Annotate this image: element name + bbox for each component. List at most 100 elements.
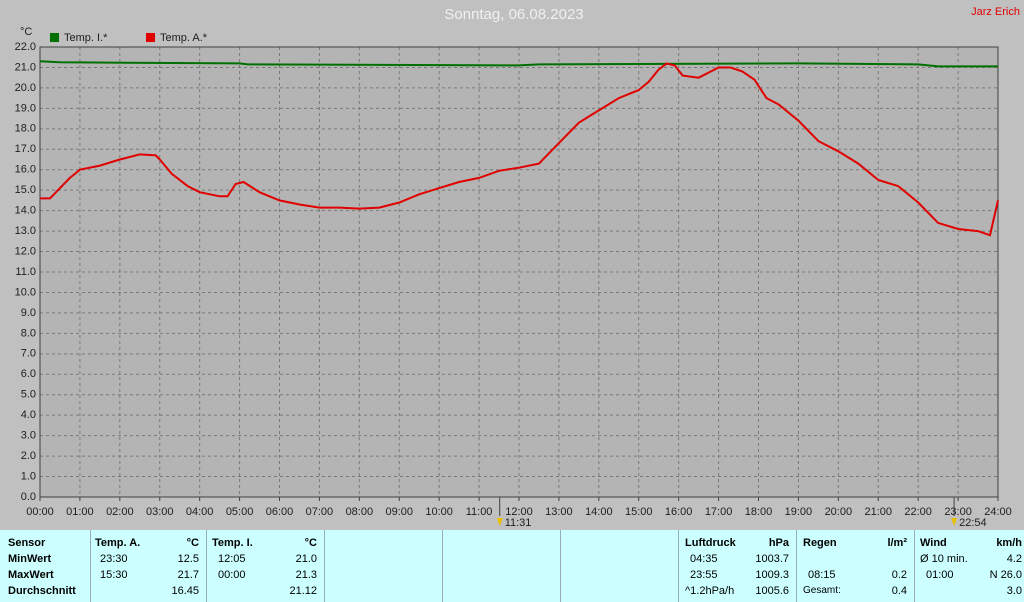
cell: Temp. I. xyxy=(212,537,253,549)
x-tick-label: 24:00 xyxy=(984,506,1012,518)
y-tick-label: 22.0 xyxy=(15,41,36,53)
divider xyxy=(324,530,325,602)
cell: 16.45 xyxy=(171,585,199,597)
x-tick-label: 03:00 xyxy=(146,506,174,518)
y-tick-label: 5.0 xyxy=(21,389,36,401)
cell: 21.12 xyxy=(289,585,317,597)
cell: 1005.6 xyxy=(755,585,789,597)
marker-label: 22:54 xyxy=(959,517,987,529)
cell: 4.2 xyxy=(1006,553,1022,565)
cell: 23:55 xyxy=(690,569,718,581)
x-tick-label: 19:00 xyxy=(785,506,813,518)
y-tick-label: 11.0 xyxy=(15,266,36,278)
y-tick-label: 12.0 xyxy=(15,245,36,257)
y-tick-label: 20.0 xyxy=(15,82,36,94)
x-tick-label: 16:00 xyxy=(665,506,693,518)
legend-swatch xyxy=(146,33,155,42)
cell: Gesamt: xyxy=(803,585,841,596)
y-tick-label: 1.0 xyxy=(21,470,36,482)
cell: 23:30 xyxy=(100,553,128,565)
sun-marker xyxy=(496,518,503,526)
x-tick-label: 09:00 xyxy=(385,506,413,518)
x-tick-label: 11:00 xyxy=(466,506,493,518)
author: Jarz Erich xyxy=(971,6,1020,18)
sun-marker xyxy=(951,518,958,526)
x-tick-label: 15:00 xyxy=(625,506,653,518)
cell: 0.4 xyxy=(891,585,907,597)
x-tick-label: 08:00 xyxy=(346,506,374,518)
y-tick-label: 21.0 xyxy=(15,61,36,73)
y-tick-label: 16.0 xyxy=(15,164,36,176)
chart: Sonntag, 06.08.2023 Jarz Erich °C 0.0 1.0… xyxy=(15,6,1020,529)
legend-label: Temp. I.* xyxy=(64,32,108,44)
x-tick-label: 17:00 xyxy=(705,506,733,518)
x-tick-label: 13:00 xyxy=(545,506,573,518)
x-tick-label: 04:00 xyxy=(186,506,214,518)
x-tick-label: 00:00 xyxy=(26,506,54,518)
y-tick-label: 7.0 xyxy=(21,348,36,360)
cell: Regen xyxy=(803,537,837,549)
cell: Temp. A. xyxy=(95,537,141,549)
divider xyxy=(796,530,797,602)
y-tick-label: 19.0 xyxy=(15,102,36,114)
divider xyxy=(90,530,91,602)
chart-title: Sonntag, 06.08.2023 xyxy=(444,6,583,23)
legend-swatch xyxy=(50,33,59,42)
y-tick-label: 13.0 xyxy=(15,225,36,237)
cell: 08:15 xyxy=(808,569,836,581)
y-tick-label: 2.0 xyxy=(21,450,36,462)
y-tick-label: 0.0 xyxy=(21,491,36,503)
y-tick-label: 8.0 xyxy=(21,327,36,339)
cell: 1003.7 xyxy=(755,553,789,565)
x-tick-label: 18:00 xyxy=(745,506,773,518)
cell: l/m² xyxy=(887,537,907,549)
cell: 3.0 xyxy=(1006,585,1022,597)
divider xyxy=(914,530,915,602)
x-tick-label: 01:00 xyxy=(66,506,94,518)
legend-label: Temp. A.* xyxy=(160,32,208,44)
y-tick-label: 6.0 xyxy=(21,368,36,380)
x-tick-label: 05:00 xyxy=(226,506,254,518)
y-tick-label: 18.0 xyxy=(15,123,36,135)
cell: 21.3 xyxy=(295,569,317,581)
cell: MinWert xyxy=(8,553,52,565)
divider xyxy=(678,530,679,602)
y-tick-label: 17.0 xyxy=(15,143,36,155)
y-tick-label: 14.0 xyxy=(15,205,36,217)
cell: MaxWert xyxy=(8,569,54,581)
cell: 04:35 xyxy=(690,553,718,565)
series-line xyxy=(39,60,998,68)
cell: 00:00 xyxy=(218,569,246,581)
divider xyxy=(442,530,443,602)
x-tick-label: 20:00 xyxy=(825,506,853,518)
cell: Durchschnitt xyxy=(8,585,76,597)
x-tick-label: 22:00 xyxy=(904,506,932,518)
cell: Luftdruck xyxy=(685,537,736,549)
series-line xyxy=(40,62,999,237)
divider xyxy=(560,530,561,602)
cell: 21.7 xyxy=(177,569,199,581)
cell: 01:00 xyxy=(926,569,954,581)
x-tick-label: 07:00 xyxy=(306,506,334,518)
cell: ^1.2hPa/h xyxy=(685,585,735,597)
cell: Wind xyxy=(920,537,947,549)
cell: 12:05 xyxy=(218,553,246,565)
y-tick-label: 9.0 xyxy=(21,307,36,319)
y-tick-label: 4.0 xyxy=(21,409,36,421)
y-tick-label: 15.0 xyxy=(15,184,36,196)
cell: 1009.3 xyxy=(755,569,789,581)
y-tick-label: 10.0 xyxy=(15,286,36,298)
cell: Ø 10 min. xyxy=(920,553,968,565)
cell: °C xyxy=(186,537,199,549)
x-tick-label: 21:00 xyxy=(864,506,892,518)
x-tick-label: 02:00 xyxy=(106,506,134,518)
y-tick-label: 3.0 xyxy=(21,430,36,442)
marker-label: 11:31 xyxy=(505,517,532,529)
x-tick-label: 14:00 xyxy=(585,506,613,518)
cell: 21.0 xyxy=(295,553,317,565)
cell: 12.5 xyxy=(177,553,199,565)
x-tick-label: 10:00 xyxy=(425,506,453,518)
x-tick-label: 12:00 xyxy=(505,506,533,518)
y-unit: °C xyxy=(20,26,32,38)
cell: hPa xyxy=(768,537,789,549)
